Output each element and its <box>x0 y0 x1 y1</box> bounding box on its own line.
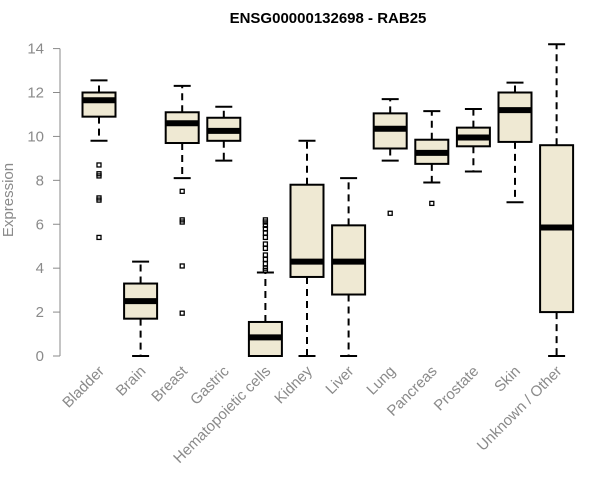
box-group-bladder <box>81 79 117 241</box>
outlier-point <box>262 225 269 232</box>
box-group-gastric <box>206 105 242 162</box>
outlier-point <box>429 200 435 207</box>
x-label-prostate: Prostate <box>431 363 483 415</box>
x-label-kidney: Kidney <box>271 362 316 407</box>
box-group-prostate <box>455 107 491 173</box>
box-group-lung <box>372 98 408 216</box>
box-group-unknown-other <box>539 43 575 357</box>
outlier-point <box>262 241 269 247</box>
box-group-breast <box>164 84 200 316</box>
x-label-lung: Lung <box>363 363 399 399</box>
outlier-point <box>262 245 269 252</box>
iqr-box <box>497 91 533 143</box>
box-group-skin <box>497 81 533 204</box>
x-label-skin: Skin <box>491 363 524 396</box>
y-tick-label: 14 <box>27 41 44 58</box>
y-axis-ticks: 0 2 4 6 8 10 12 14 <box>27 41 60 365</box>
outlier-point <box>96 173 102 179</box>
outlier-point <box>96 234 102 241</box>
outlier-point <box>179 188 185 194</box>
outlier-point <box>262 219 269 225</box>
y-axis-title: Expression <box>0 163 17 237</box>
chart-title: ENSG00000132698 - RAB25 <box>230 10 427 27</box>
x-label-bladder: Bladder <box>59 363 108 412</box>
outlier-point <box>262 230 269 236</box>
outlier-point <box>262 261 269 267</box>
outlier-point <box>262 222 269 228</box>
iqr-box <box>164 111 200 145</box>
outlier-point <box>96 162 102 168</box>
outlier-point <box>179 219 185 225</box>
outlier-point <box>262 267 269 274</box>
x-label-brain: Brain <box>113 363 150 400</box>
outlier-point <box>262 252 269 258</box>
x-label-liver: Liver <box>322 363 357 398</box>
y-tick-label: 8 <box>36 172 44 189</box>
outlier-point <box>96 197 102 203</box>
box-group-brain <box>123 260 159 357</box>
box-group-kidney <box>289 139 325 357</box>
y-tick-label: 10 <box>27 128 44 145</box>
outlier-point <box>179 310 185 316</box>
y-tick-label: 6 <box>36 216 44 233</box>
box-group-pancreas <box>414 110 450 207</box>
box-group-hematopoietic-cells <box>247 217 283 357</box>
outlier-point <box>262 234 269 241</box>
outlier-point <box>179 263 185 269</box>
plot-area <box>81 43 575 357</box>
box-group-liver <box>331 177 367 357</box>
y-tick-label: 12 <box>27 85 44 102</box>
iqr-box <box>81 91 117 118</box>
y-tick-label: 4 <box>36 260 44 277</box>
outlier-point <box>262 256 269 263</box>
y-tick-label: 0 <box>36 348 44 365</box>
x-label-breast: Breast <box>148 362 191 405</box>
y-tick-label: 2 <box>36 304 44 321</box>
outlier-point <box>387 210 393 216</box>
